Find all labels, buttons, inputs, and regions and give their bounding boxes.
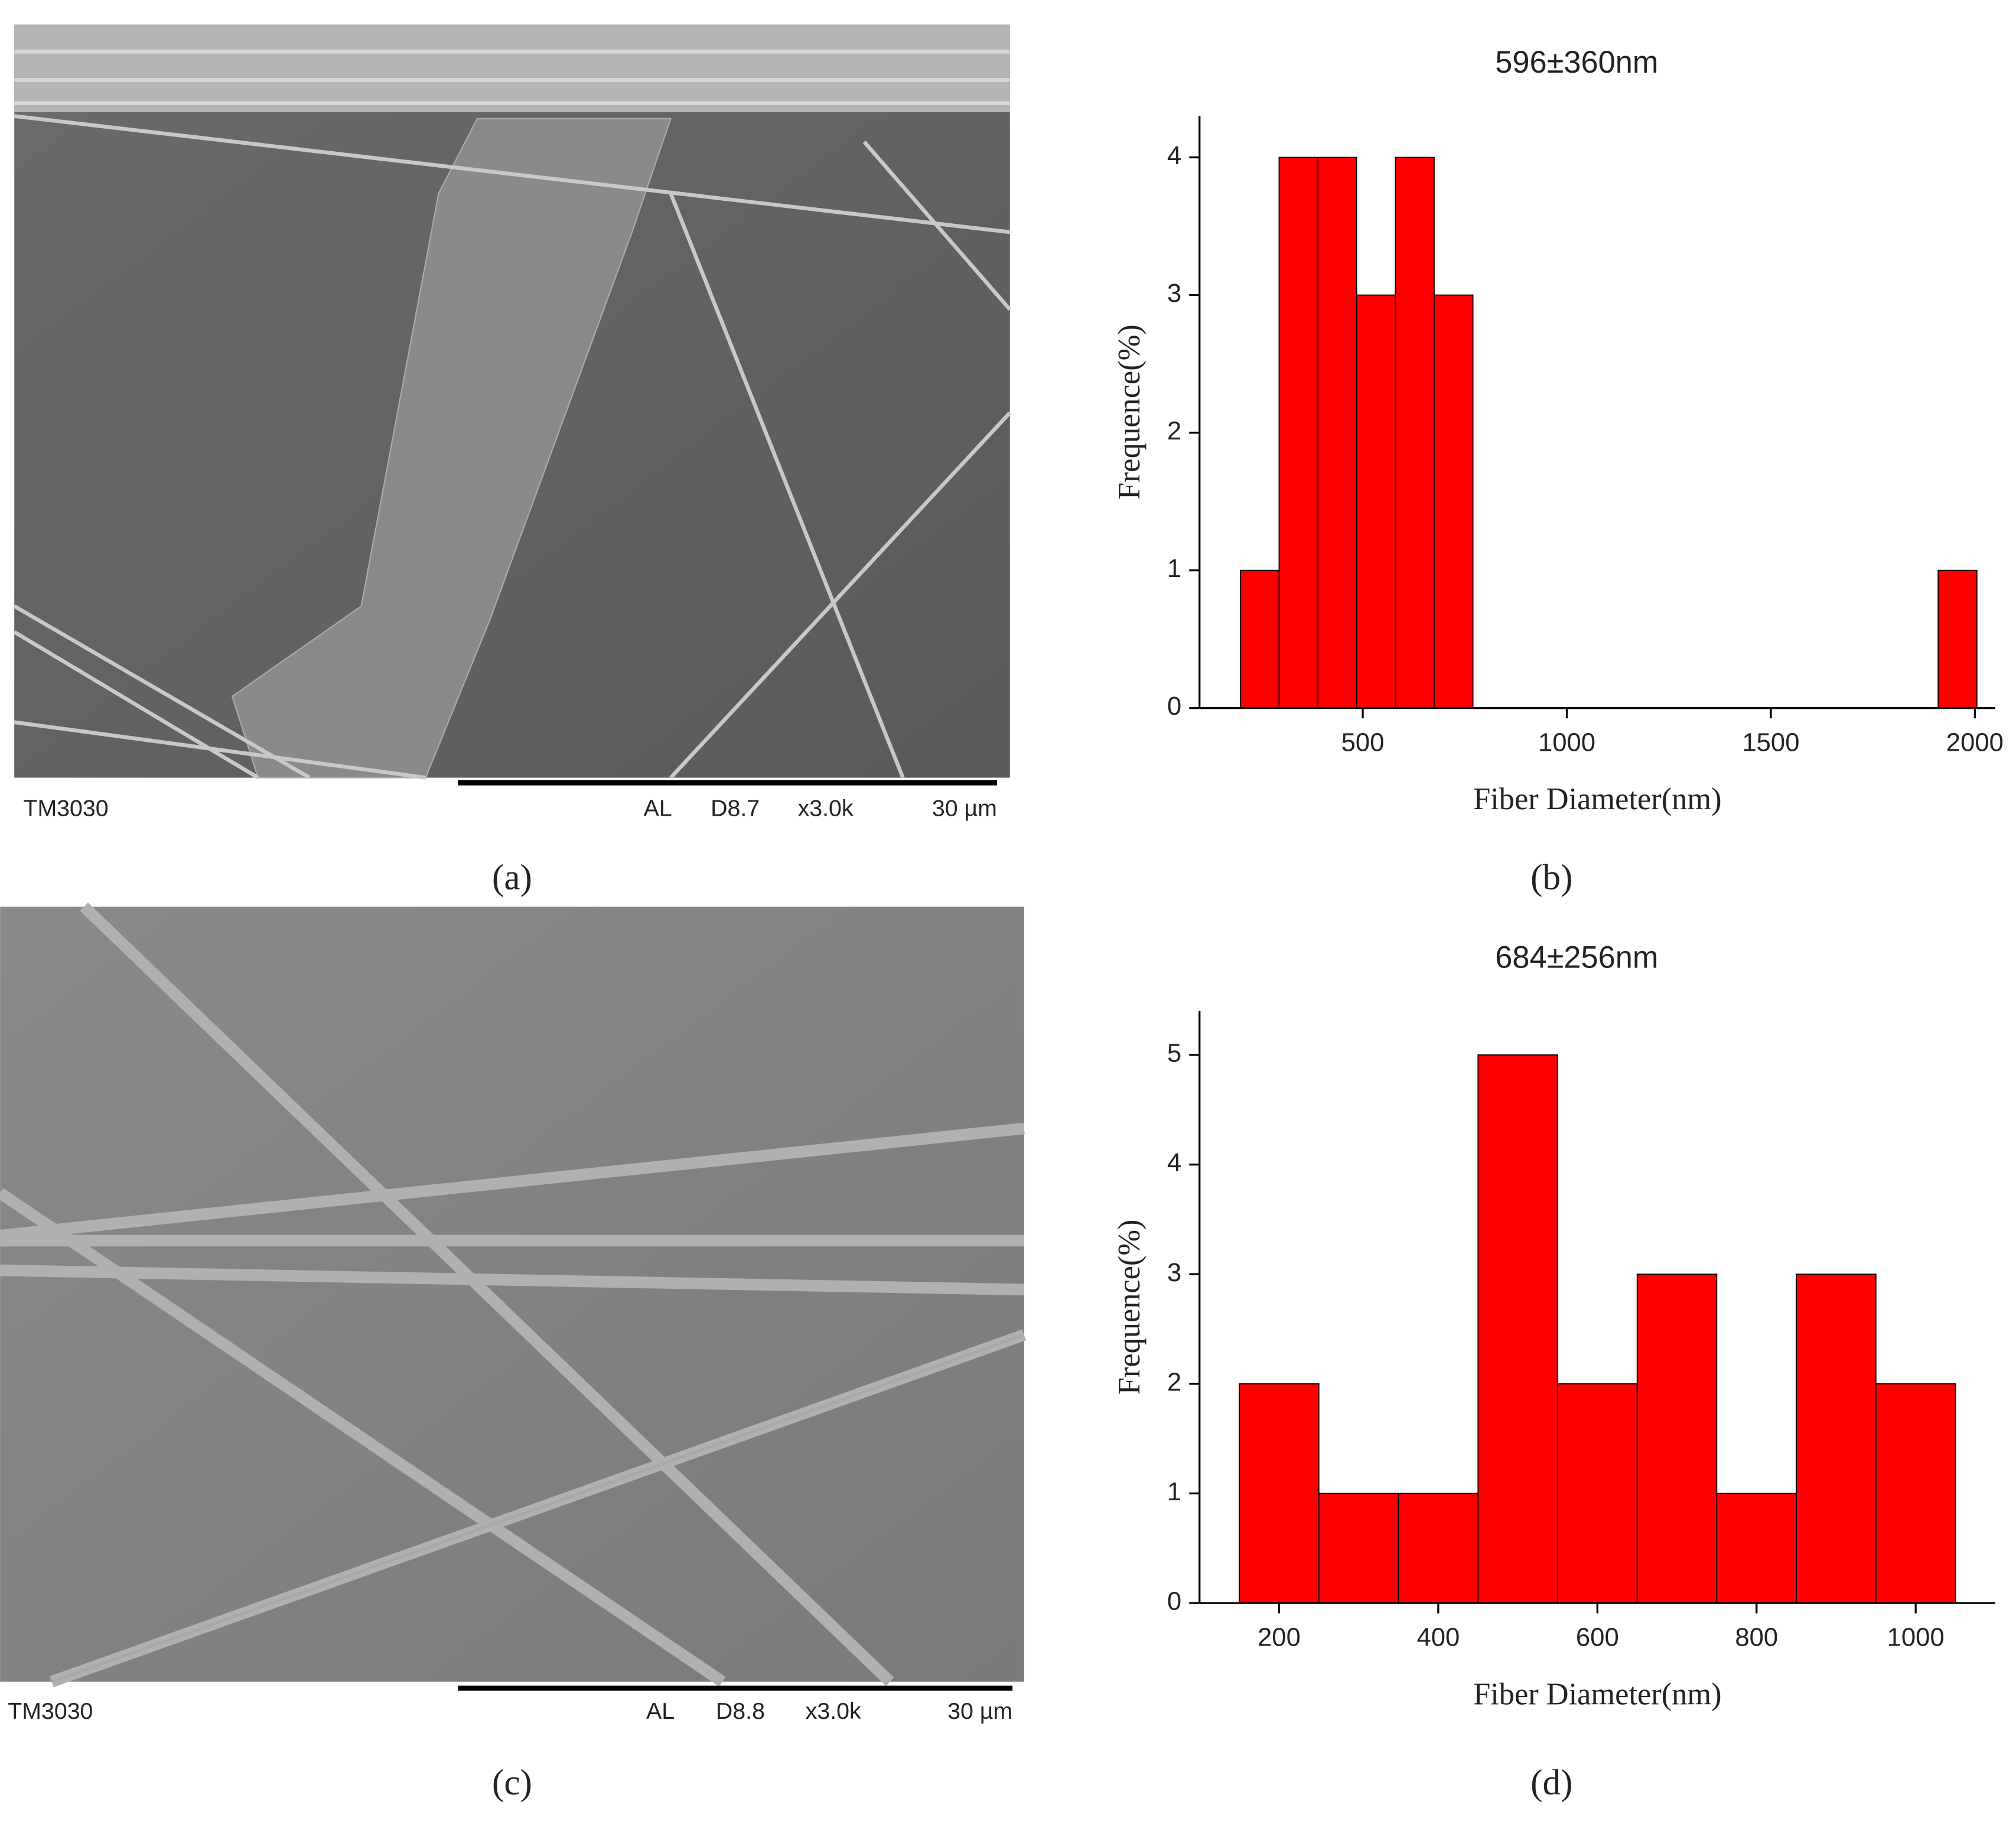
y-tick-label: 5	[1167, 1039, 1181, 1068]
bar	[1636, 1273, 1718, 1604]
instrument-label: TM3030	[8, 1698, 93, 1724]
scale-label: 30 µm	[947, 1698, 1012, 1724]
chart-title: 684±256nm	[1495, 940, 1658, 975]
x-tick-label: 400	[1416, 1623, 1460, 1652]
distance-label: D8.8	[716, 1698, 765, 1724]
x-axis-label: Fiber Diameter(nm)	[1473, 1677, 1721, 1711]
y-tick-label: 2	[1167, 416, 1181, 445]
y-tick-label: 1	[1167, 1477, 1181, 1506]
bar	[1716, 1493, 1797, 1604]
x-tick-label: 1000	[1538, 728, 1595, 757]
y-tick-label: 1	[1167, 554, 1181, 583]
y-tick-label: 3	[1167, 279, 1181, 308]
x-tick-label: 1500	[1742, 728, 1799, 757]
sem-image: TM3030 AL D8.7 x3.0k 30 µm	[13, 24, 1012, 822]
y-tick-label: 0	[1167, 692, 1181, 721]
bar	[1239, 569, 1280, 709]
panel-label: (c)	[492, 1763, 532, 1803]
x-tick-label: 200	[1258, 1623, 1301, 1652]
panel-label: (a)	[492, 858, 532, 897]
bar	[1317, 157, 1357, 709]
chart-title: 596±360nm	[1495, 45, 1658, 80]
mode-label: AL	[646, 1698, 675, 1724]
x-tick-label: 1000	[1887, 1623, 1945, 1652]
bar	[1557, 1383, 1638, 1604]
x-tick-label: 800	[1735, 1623, 1778, 1652]
x-tick-label: 2000	[1946, 728, 2004, 757]
bar	[1434, 294, 1474, 709]
panel-label: (d)	[1530, 1763, 1572, 1803]
scale-label: 30 µm	[932, 796, 997, 822]
y-tick-label: 3	[1167, 1258, 1181, 1287]
bar	[1395, 157, 1435, 709]
bar	[1796, 1273, 1877, 1604]
y-axis-label: Frequence(%)	[1112, 1220, 1147, 1395]
bar	[1356, 294, 1396, 709]
magnification-label: x3.0k	[806, 1698, 861, 1724]
x-tick-label: 600	[1576, 1623, 1619, 1652]
bar	[1318, 1493, 1399, 1604]
y-tick-label: 4	[1167, 141, 1181, 170]
y-tick-label: 2	[1167, 1367, 1181, 1396]
bar	[1937, 569, 1978, 709]
x-axis-label: Fiber Diameter(nm)	[1473, 782, 1721, 816]
bar	[1477, 1054, 1558, 1604]
x-tick-label: 500	[1341, 728, 1385, 757]
panel-label: (b)	[1530, 858, 1572, 897]
y-tick-label: 0	[1167, 1587, 1181, 1616]
distance-label: D8.7	[711, 796, 760, 822]
bar	[1398, 1493, 1479, 1604]
bar	[1278, 157, 1318, 709]
y-tick-label: 4	[1167, 1148, 1181, 1177]
y-axis-label: Frequence(%)	[1112, 324, 1147, 500]
bar	[1239, 1383, 1320, 1604]
magnification-label: x3.0k	[798, 796, 854, 822]
mode-label: AL	[644, 796, 672, 822]
bar	[1875, 1383, 1956, 1604]
sem-image: TM3030 AL D8.8 x3.0k 30 µm	[0, 902, 1027, 1724]
instrument-label: TM3030	[23, 796, 108, 822]
